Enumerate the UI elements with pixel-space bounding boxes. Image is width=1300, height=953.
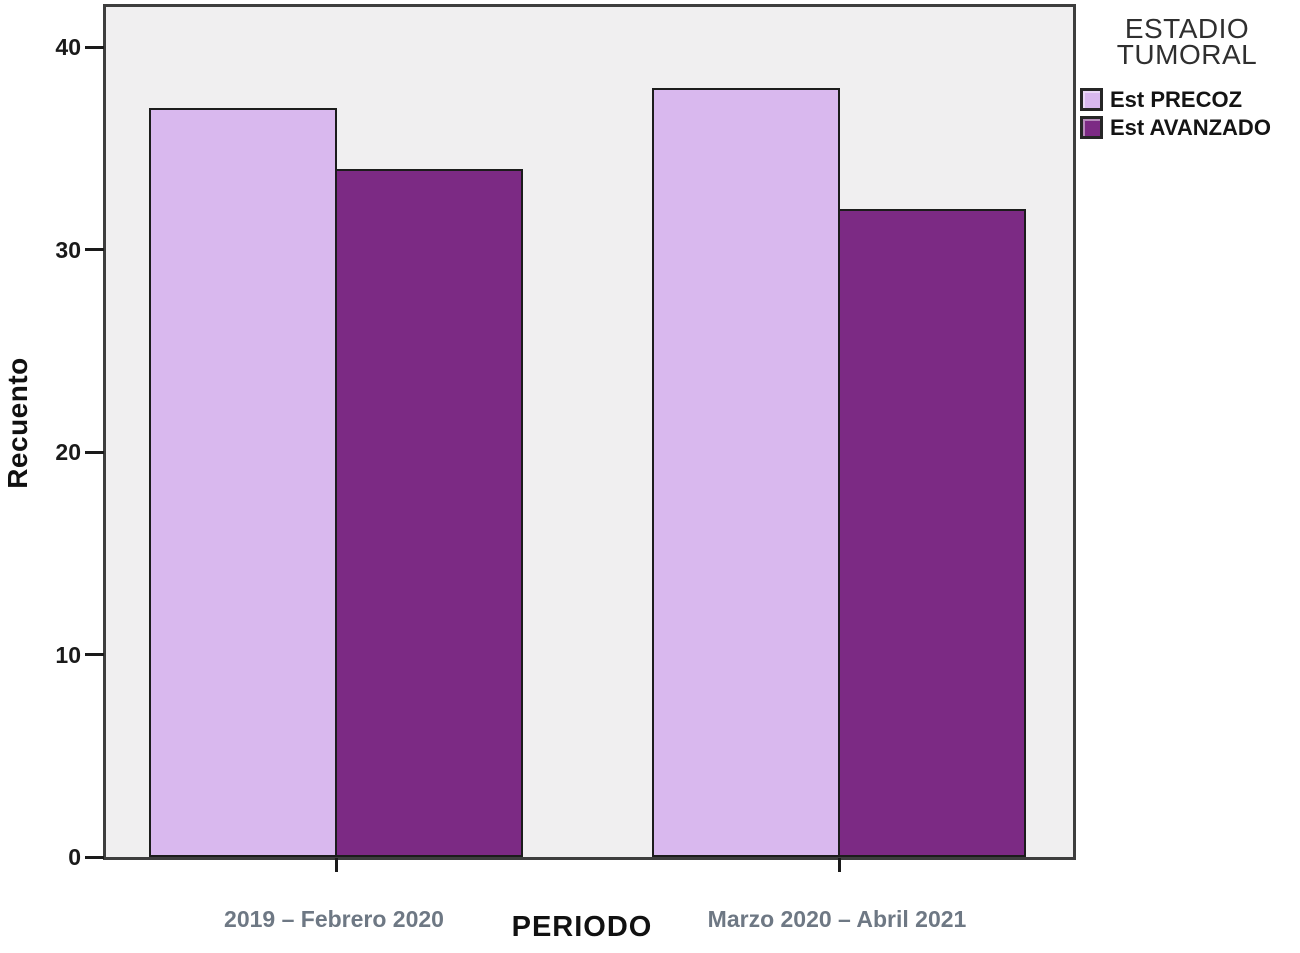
y-tick-mark-40 [85, 45, 104, 49]
y-tick-label-20: 20 [55, 439, 81, 466]
y-tick-mark-30 [85, 248, 104, 252]
x-category-label-1: 2019 – Febrero 2020 [224, 906, 444, 932]
legend-label-est-precoz: Est PRECOZ [1110, 86, 1243, 112]
legend-items: Est PRECOZ Est AVANZADO [1080, 86, 1294, 140]
legend-label-est-avanzado: Est AVANZADO [1110, 114, 1271, 140]
legend-item-est-precoz: Est PRECOZ [1080, 86, 1294, 112]
legend-swatch-est-precoz [1080, 88, 1103, 111]
y-tick-label-0: 0 [68, 844, 81, 870]
legend-swatch-est-avanzado [1080, 116, 1103, 139]
plot-area [103, 4, 1076, 860]
legend: ESTADIO TUMORAL Est PRECOZ Est AVANZADO [1080, 10, 1294, 144]
y-axis-title: Recuento [2, 357, 33, 489]
bar-est-precoz-category-2 [652, 88, 840, 857]
y-tick-label-10: 10 [55, 641, 81, 668]
x-tick-mark-category-2 [837, 858, 841, 872]
y-tick-mark-10 [85, 653, 104, 657]
y-tick-mark-0 [85, 855, 104, 859]
x-tick-mark-category-1 [334, 858, 338, 872]
bar-est-avanzado-category-1 [335, 169, 523, 857]
bar-est-precoz-category-1 [149, 108, 337, 857]
legend-item-est-avanzado: Est AVANZADO [1080, 114, 1294, 140]
bar-est-avanzado-category-2 [838, 209, 1026, 857]
y-tick-label-30: 30 [55, 236, 81, 263]
x-axis-title: PERIODO [511, 911, 653, 943]
legend-title-line-1: ESTADIO [1124, 13, 1250, 44]
x-category-label-2: Marzo 2020 – Abril 2021 [707, 906, 967, 932]
y-tick-label-40: 40 [55, 34, 81, 61]
y-tick-mark-20 [85, 450, 104, 454]
legend-title: ESTADIO TUMORAL [1080, 13, 1294, 70]
legend-title-line-2: TUMORAL [1116, 39, 1258, 70]
